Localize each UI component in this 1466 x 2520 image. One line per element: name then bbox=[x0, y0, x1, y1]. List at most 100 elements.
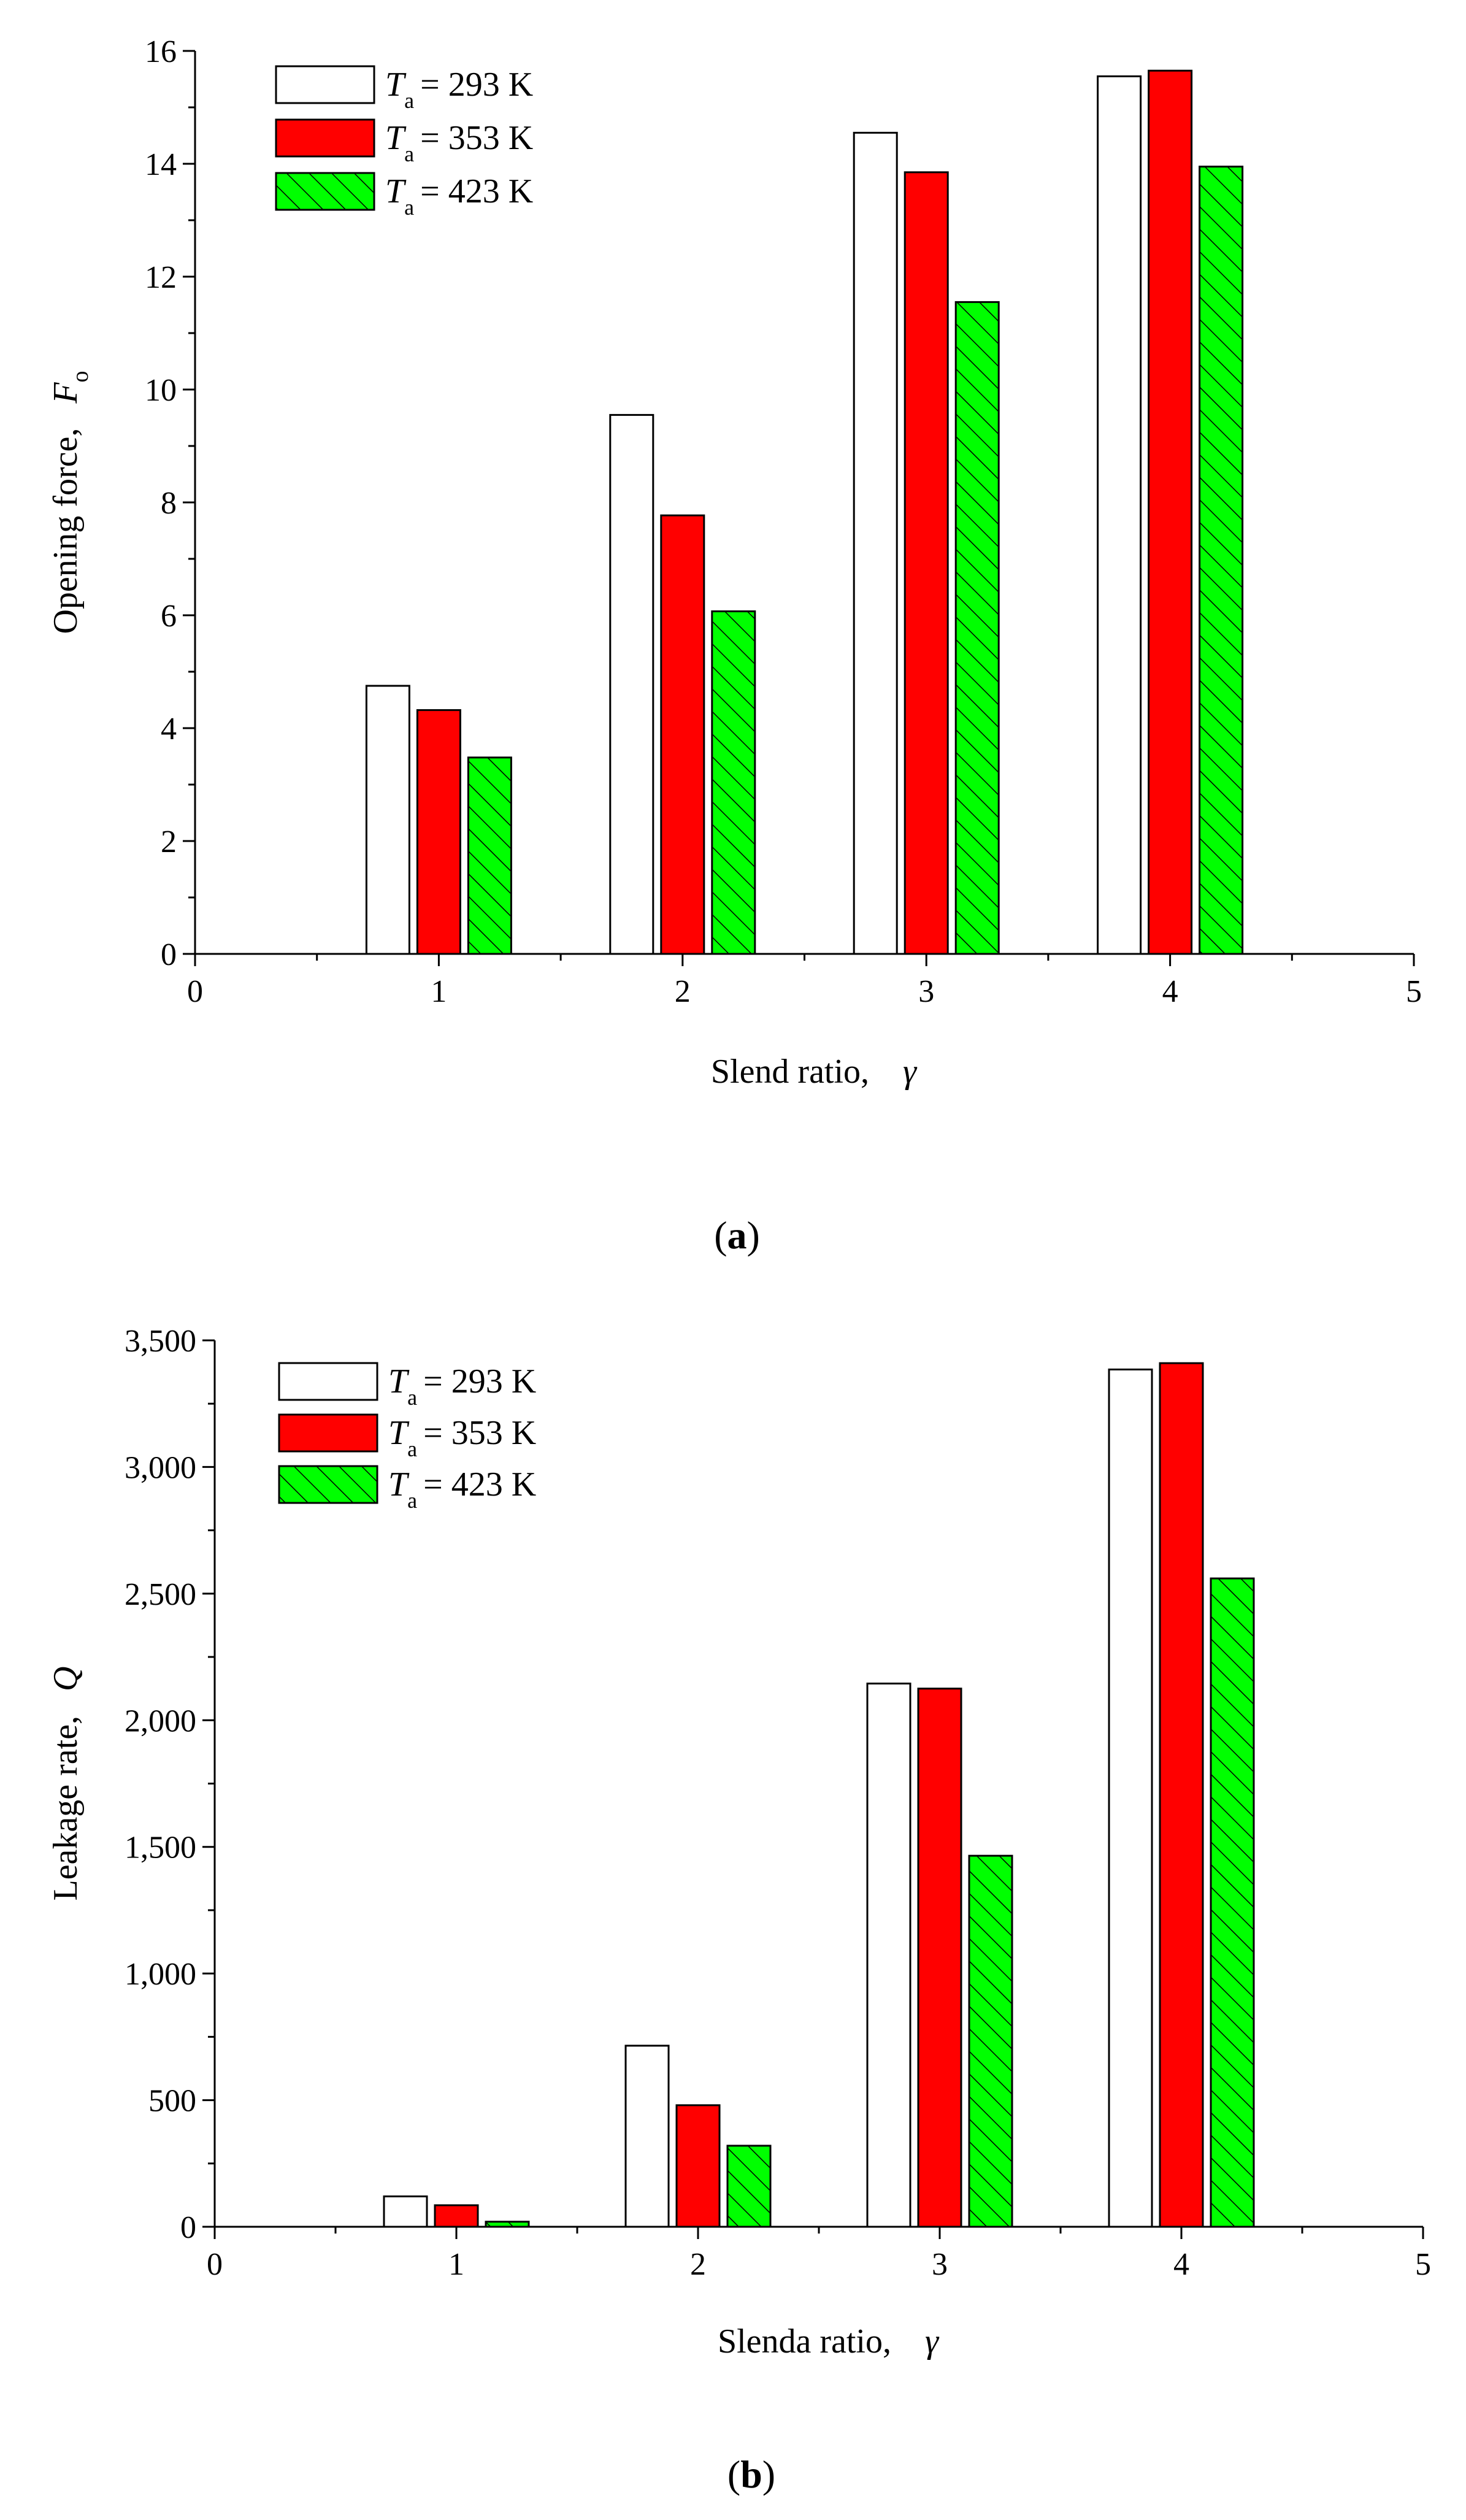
caption-close-paren: ) bbox=[747, 1213, 760, 1257]
bar-series3-cat1 bbox=[467, 756, 512, 955]
y-tick-label: 1,500 bbox=[125, 1830, 196, 1865]
bar-series2-cat2 bbox=[675, 2104, 721, 2228]
panel-caption: (b) bbox=[727, 2453, 775, 2496]
x-tick-label: 2 bbox=[690, 2247, 706, 2282]
y-tick-label: 2,500 bbox=[125, 1577, 196, 1612]
legend-T: T bbox=[385, 119, 407, 157]
bar-series1-cat2 bbox=[609, 413, 654, 955]
y-tick-label: 16 bbox=[145, 34, 177, 69]
legend-swatch-1 bbox=[278, 1362, 378, 1401]
y-tick-label: 14 bbox=[145, 147, 177, 182]
bar-series1-cat4 bbox=[1108, 1368, 1153, 2228]
bar-series1-cat3 bbox=[853, 131, 898, 955]
bar-series1-cat3 bbox=[866, 1682, 911, 2228]
bar-series2-cat1 bbox=[434, 2204, 479, 2228]
y-axis-label-text: Leakage rate, bbox=[47, 1716, 85, 1901]
bar-series2-cat1 bbox=[416, 709, 461, 955]
bar-series2-cat2 bbox=[660, 514, 705, 955]
x-tick-label: 5 bbox=[1415, 2247, 1431, 2282]
legend-value: = 293 K bbox=[423, 1362, 536, 1400]
bar-series1-cat4 bbox=[1097, 75, 1142, 955]
panel-caption: (a) bbox=[714, 1213, 760, 1257]
legend-entry-2: Ta = 353 K bbox=[388, 1414, 536, 1461]
legend-T: T bbox=[385, 172, 407, 210]
y-tick-label: 3,000 bbox=[125, 1450, 196, 1485]
y-axis-label: Leakage rate, Q bbox=[47, 1667, 85, 1901]
bar-series1-cat1 bbox=[365, 685, 410, 955]
legend-entry-1: Ta = 293 K bbox=[388, 1362, 536, 1410]
x-axis-label-symbol: γ bbox=[903, 1053, 918, 1091]
y-axis-label-subscript: o bbox=[67, 371, 93, 382]
y-tick-label: 12 bbox=[145, 260, 177, 295]
x-tick-label: 0 bbox=[187, 974, 203, 1009]
x-axis-label: Slenda ratio, γ bbox=[718, 2322, 940, 2361]
legend-value: = 423 K bbox=[423, 1466, 536, 1504]
legend-T: T bbox=[388, 1362, 410, 1400]
x-tick-label: 3 bbox=[932, 2247, 948, 2282]
y-tick-label: 2 bbox=[161, 824, 177, 859]
caption-letter: a bbox=[727, 1213, 747, 1257]
bar-series1-cat1 bbox=[383, 2195, 428, 2228]
caption-open-paren: ( bbox=[727, 2453, 740, 2496]
y-axis-label-symbol: F bbox=[47, 382, 85, 404]
y-tick-label: 0 bbox=[180, 2210, 196, 2245]
y-tick-label: 2,000 bbox=[125, 1704, 196, 1738]
bar-series3-cat2 bbox=[711, 610, 756, 955]
legend-swatch-3 bbox=[275, 172, 375, 211]
y-axis-label-symbol: Q bbox=[47, 1667, 85, 1691]
x-tick-label: 5 bbox=[1406, 974, 1422, 1009]
y-tick-label: 3,500 bbox=[125, 1324, 196, 1359]
x-tick-label: 1 bbox=[431, 974, 447, 1009]
x-tick-label: 4 bbox=[1162, 974, 1178, 1009]
y-tick-label: 4 bbox=[161, 712, 177, 747]
y-tick-label: 0 bbox=[161, 937, 177, 972]
x-tick-label: 4 bbox=[1173, 2247, 1189, 2282]
caption-open-paren: ( bbox=[714, 1213, 727, 1257]
legend-subscript: a bbox=[407, 1488, 417, 1513]
y-tick-label: 6 bbox=[161, 599, 177, 634]
legend-entry-2: Ta = 353 K bbox=[385, 119, 533, 166]
y-tick-label: 8 bbox=[161, 486, 177, 521]
caption-letter: b bbox=[740, 2453, 762, 2496]
bar-series2-cat4 bbox=[1148, 69, 1193, 955]
bar-series3-cat2 bbox=[726, 2145, 772, 2228]
legend-swatch-3 bbox=[278, 1465, 378, 1504]
y-axis-label-text: Opening force, bbox=[47, 428, 85, 634]
bar-series3-cat3 bbox=[968, 1854, 1013, 2228]
legend-entry-3: Ta = 423 K bbox=[385, 172, 533, 220]
legend-value: = 423 K bbox=[420, 172, 533, 210]
x-tick-label: 3 bbox=[918, 974, 934, 1009]
legend-swatch-2 bbox=[275, 118, 375, 158]
y-tick-label: 500 bbox=[148, 2084, 196, 2119]
y-tick-label: 10 bbox=[145, 373, 177, 408]
legend-subscript: a bbox=[407, 1385, 417, 1410]
legend-value: = 353 K bbox=[423, 1414, 536, 1452]
legend-entry-3: Ta = 423 K bbox=[388, 1466, 536, 1513]
legend-T: T bbox=[388, 1414, 410, 1452]
bar-series3-cat4 bbox=[1199, 166, 1244, 955]
x-tick-label: 2 bbox=[675, 974, 691, 1009]
chart-b: 0 500 1,000 1,500 2,000 2,500 3,000 3,500 0 1 2 3 4 5… bbox=[47, 1324, 1431, 2496]
y-axis-label: Opening force, Fo bbox=[47, 371, 93, 634]
legend-T: T bbox=[388, 1466, 410, 1504]
legend-subscript: a bbox=[407, 1437, 417, 1461]
x-tick-label: 0 bbox=[207, 2247, 223, 2282]
legend-T: T bbox=[385, 66, 407, 104]
legend-subscript: a bbox=[404, 142, 414, 166]
legend-entry-1: Ta = 293 K bbox=[385, 66, 533, 113]
x-axis-label-text: Slend ratio, bbox=[711, 1053, 869, 1091]
x-axis-label-symbol: γ bbox=[925, 2322, 940, 2361]
bar-series2-cat3 bbox=[917, 1688, 962, 2228]
caption-close-paren: ) bbox=[762, 2453, 775, 2496]
x-axis-label: Slend ratio, γ bbox=[711, 1053, 918, 1091]
legend-subscript: a bbox=[404, 88, 414, 113]
x-axis-label-text: Slenda ratio, bbox=[718, 2322, 891, 2361]
legend-swatch-2 bbox=[278, 1413, 378, 1453]
y-tick-label: 1,000 bbox=[125, 1957, 196, 1992]
legend-subscript: a bbox=[404, 195, 414, 220]
bar-series1-cat2 bbox=[624, 2045, 670, 2228]
legend-value: = 293 K bbox=[420, 66, 533, 104]
bar-series3-cat3 bbox=[954, 301, 1000, 955]
